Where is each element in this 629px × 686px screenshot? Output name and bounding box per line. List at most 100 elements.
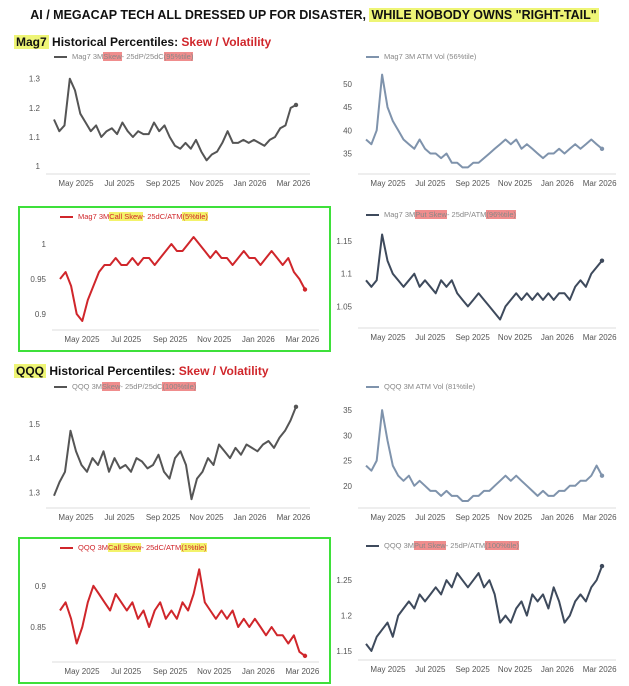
x-tick-label: Sep 2025 <box>153 335 188 344</box>
y-tick-label: 1 <box>42 240 47 249</box>
last-point-marker <box>599 258 605 263</box>
last-point-marker <box>302 653 308 659</box>
x-tick-label: Jul 2025 <box>104 179 135 188</box>
chart-legend: QQQ 3M Skew - 25dP/25dC (100%tile) <box>54 382 197 391</box>
section-label: Historical Percentiles: <box>46 364 179 378</box>
legend-swatch <box>366 55 379 58</box>
x-tick-label: Mar 2026 <box>583 333 617 342</box>
x-tick-label: Jul 2025 <box>415 179 446 188</box>
x-tick-label: Sep 2025 <box>456 333 491 342</box>
last-point-marker <box>599 146 605 152</box>
section-label: Historical Percentiles: <box>48 35 182 49</box>
x-tick-label: Mar 2026 <box>277 513 311 522</box>
x-tick-label: Jan 2026 <box>234 513 267 522</box>
section-ticker: QQQ <box>14 364 47 378</box>
x-tick-label: Nov 2025 <box>498 665 533 674</box>
series-line <box>365 565 603 652</box>
y-tick-label: 1.25 <box>336 576 352 585</box>
x-tick-label: Nov 2025 <box>498 333 533 342</box>
series-line <box>59 568 306 657</box>
x-tick-label: Nov 2025 <box>189 179 224 188</box>
y-tick-label: 1.3 <box>29 75 41 84</box>
title-highlight: WHILE NOBODY OWNS "RIGHT-TAIL" <box>369 8 599 22</box>
section-qqq: QQQ Historical Percentiles: Skew / Volat… <box>14 364 269 378</box>
y-tick-label: 35 <box>343 406 352 415</box>
chart-legend: QQQ 3M Put Skew - 25dP/ATM (100%tile) <box>366 541 519 550</box>
x-tick-label: May 2025 <box>370 665 406 674</box>
legend-text: Skew <box>102 382 121 391</box>
x-tick-label: Sep 2025 <box>456 513 491 522</box>
legend-text: - 25dP/25dC <box>121 52 164 61</box>
legend-text: QQQ 3M <box>78 543 109 552</box>
chart-panel: QQQ 3M Call Skew - 25dC/ATM (1%tile) 0.85… <box>18 537 331 684</box>
chart-panel: QQQ 3M Skew - 25dP/25dC (100%tile) 1.3 1.4… <box>14 378 320 528</box>
y-tick-label: 50 <box>343 80 352 89</box>
line-chart: 35 40 45 50 May 2025 Jul 2025 Sep 2025 Nov 2025… <box>343 73 617 188</box>
x-tick-label: Nov 2025 <box>197 667 232 676</box>
legend-text: Mag7 3M <box>384 210 416 219</box>
y-tick-label: 0.9 <box>35 310 47 319</box>
chart-panel: Mag7 3M Put Skew - 25dP/ATM (96%tile) 1.0… <box>326 206 626 348</box>
chart-panel: QQQ 3M ATM Vol (81%tile) 20 25 30 35 May 2025… <box>326 378 626 528</box>
x-tick-label: Sep 2025 <box>146 513 181 522</box>
x-tick-label: Jul 2025 <box>104 513 135 522</box>
legend-text: - 25dC/ATM <box>141 543 182 552</box>
series-line <box>365 233 603 321</box>
chart-panel: Mag7 3M Call Skew - 25dC/ATM (5%tile) 0.9… <box>18 206 331 352</box>
y-tick-label: 0.95 <box>30 275 46 284</box>
legend-text: Skew <box>103 52 122 61</box>
x-tick-label: Sep 2025 <box>153 667 188 676</box>
x-tick-label: Jan 2026 <box>541 333 574 342</box>
section-ticker: Mag7 <box>14 35 49 49</box>
chart-legend: Mag7 3M ATM Vol (56%tile) <box>366 52 476 61</box>
x-tick-label: Jan 2026 <box>242 667 275 676</box>
y-tick-label: 35 <box>343 149 352 158</box>
legend-swatch <box>54 55 67 58</box>
x-tick-label: May 2025 <box>370 179 406 188</box>
x-tick-label: Jan 2026 <box>541 513 574 522</box>
x-tick-label: Jul 2025 <box>415 665 446 674</box>
legend-swatch <box>60 546 73 549</box>
series-line <box>59 236 306 322</box>
legend-swatch <box>54 385 67 388</box>
x-tick-label: Nov 2025 <box>498 513 533 522</box>
line-chart: 0.85 0.9 May 2025 Jul 2025 Sep 2025 Nov 2025 J… <box>30 568 320 676</box>
x-tick-label: May 2025 <box>64 667 100 676</box>
x-tick-label: Mar 2026 <box>583 665 617 674</box>
y-tick-label: 20 <box>343 482 352 491</box>
last-point-marker <box>293 102 299 108</box>
x-tick-label: Jan 2026 <box>234 179 267 188</box>
section-mag7: Mag7 Historical Percentiles: Skew / Vola… <box>14 35 271 49</box>
y-tick-label: 1.5 <box>29 420 41 429</box>
x-tick-label: Mar 2026 <box>285 335 319 344</box>
x-tick-label: May 2025 <box>58 179 94 188</box>
legend-text: - 25dP/25dC <box>120 382 163 391</box>
x-tick-label: Sep 2025 <box>146 179 181 188</box>
section-subtitle: Skew / Volatility <box>181 35 272 49</box>
legend-text: Put Skew <box>415 210 447 219</box>
x-tick-label: Jul 2025 <box>415 513 446 522</box>
line-chart: 1.05 1.1 1.15 May 2025 Jul 2025 Sep 2025 Nov 2… <box>336 233 617 342</box>
y-tick-label: 0.85 <box>30 623 46 632</box>
last-point-marker <box>302 287 308 292</box>
y-tick-label: 25 <box>343 457 352 466</box>
legend-text: Call Skew <box>109 212 143 221</box>
legend-swatch <box>366 213 379 216</box>
x-tick-label: Nov 2025 <box>498 179 533 188</box>
x-tick-label: Mar 2026 <box>583 513 617 522</box>
chart-panel: Mag7 3M Skew - 25dP/25dC (95%tile) 1 1.1 1.… <box>14 48 320 194</box>
page-title: AI / MEGACAP TECH ALL DRESSED UP FOR DIS… <box>0 8 629 22</box>
x-tick-label: Jul 2025 <box>111 335 142 344</box>
legend-swatch <box>366 544 379 547</box>
line-chart: 20 25 30 35 May 2025 Jul 2025 Sep 2025 Nov 2025… <box>343 406 617 522</box>
legend-text: (95%tile) <box>163 52 194 61</box>
y-tick-label: 1.3 <box>29 488 41 497</box>
legend-text: (100%tile) <box>485 541 519 550</box>
legend-text: (96%tile) <box>486 210 517 219</box>
line-chart: 1.15 1.2 1.25 May 2025 Jul 2025 Sep 2025 Nov 2… <box>336 563 617 674</box>
legend-text: (5%tile) <box>182 212 208 221</box>
legend-swatch <box>60 215 73 218</box>
series-line <box>365 409 603 502</box>
x-tick-label: Jul 2025 <box>415 333 446 342</box>
x-tick-label: Jan 2026 <box>242 335 275 344</box>
